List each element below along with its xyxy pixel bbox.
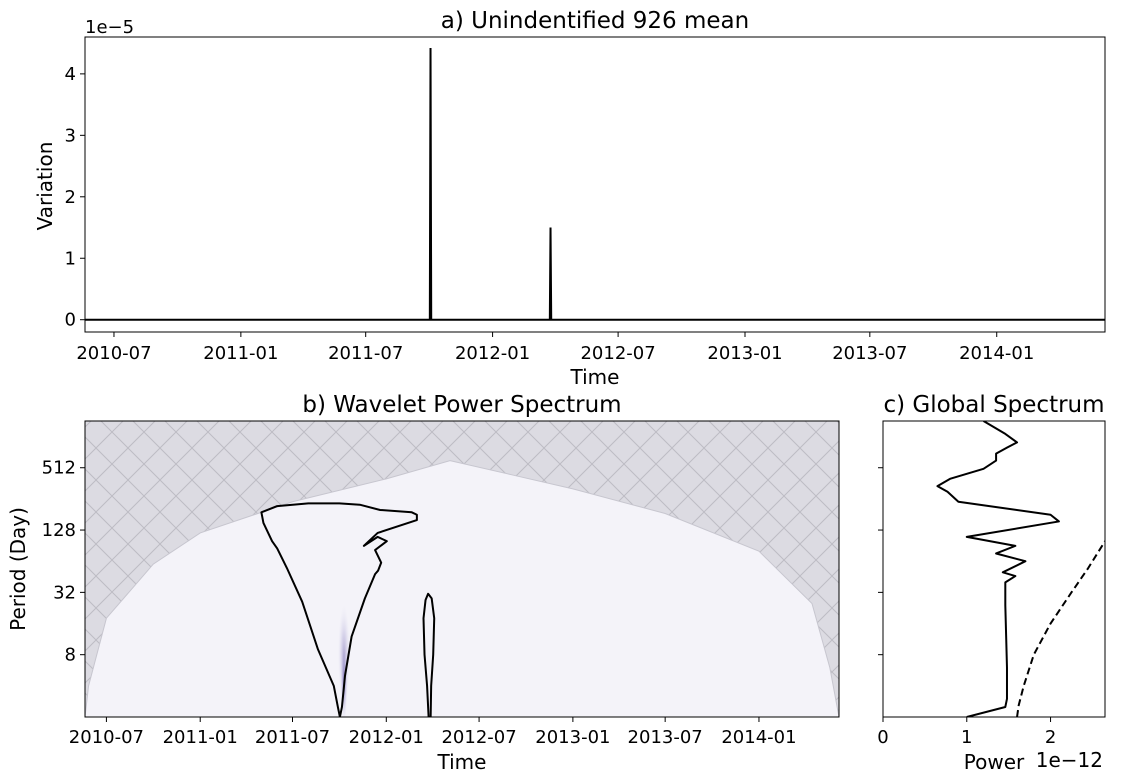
- panel-a-x-ticks: 2010-07 2011-01 2011-07 2012-01 2012-07 2013-…: [76, 332, 1034, 364]
- panel-b-title: b) Wavelet Power Spectrum: [302, 392, 621, 418]
- x-tick-label: 2: [1045, 727, 1056, 748]
- panel-b-y-label: Period (Day): [6, 507, 30, 631]
- panel-a-y-label: Variation: [33, 142, 57, 231]
- panel-b-x-ticks: 2010-07 2011-01 2011-07 2012-01 2012-07 2013-…: [69, 717, 797, 748]
- panel-a: a) Unindentified 926 mean 1e−5 2010-07 20…: [33, 8, 1106, 389]
- x-tick-label: 2010-07: [69, 727, 144, 748]
- panel-a-plot: [85, 48, 1105, 321]
- panel-c-offset-text: 1e−12: [1036, 748, 1103, 772]
- panel-c-frame: [882, 420, 1106, 718]
- panel-c-x-label: Power: [964, 750, 1025, 774]
- panel-a-series-line: [85, 48, 1105, 321]
- panel-b: b) Wavelet Power Spectrum 2010-07 2011-01…: [6, 392, 840, 774]
- significance-contour: [422, 592, 436, 717]
- y-tick-label: 128: [42, 520, 76, 541]
- x-tick-label: 2014-01: [721, 727, 796, 748]
- panel-c-y-ticks: [878, 467, 883, 656]
- x-tick-label: 1: [961, 727, 972, 748]
- panel-c: c) Global Spectrum 0 1 2 Power 1e−12: [877, 392, 1106, 774]
- panel-b-x-label: Time: [437, 750, 487, 774]
- panel-c-title: c) Global Spectrum: [883, 392, 1104, 418]
- x-tick-label: 2013-07: [628, 727, 703, 748]
- y-tick-label: 4: [65, 64, 76, 85]
- x-tick-label: 2013-01: [535, 727, 610, 748]
- x-tick-label: 2012-01: [455, 343, 530, 364]
- panel-b-y-ticks: 8 32 128 512: [42, 458, 85, 666]
- cone-of-influence: [85, 460, 839, 717]
- significance-curve: [1016, 540, 1105, 717]
- y-tick-label: 1: [65, 248, 76, 269]
- panel-b-plot: [85, 421, 839, 717]
- x-tick-label: 2011-01: [163, 727, 238, 748]
- panel-a-frame: [84, 36, 1106, 333]
- x-tick-label: 2013-01: [707, 343, 782, 364]
- significance-contour: [260, 502, 418, 717]
- y-tick-label: 2: [65, 187, 76, 208]
- x-tick-label: 0: [877, 727, 888, 748]
- y-tick-label: 3: [65, 125, 76, 146]
- x-tick-label: 2010-07: [76, 343, 151, 364]
- x-tick-label: 2012-01: [349, 727, 424, 748]
- global-spectrum-line: [936, 421, 1060, 717]
- panel-c-plot: [936, 421, 1105, 717]
- panel-a-y-ticks: 0 1 2 3 4: [65, 64, 85, 331]
- y-tick-label: 8: [65, 645, 76, 666]
- y-tick-label: 512: [42, 458, 76, 479]
- x-tick-label: 2011-07: [255, 727, 330, 748]
- y-tick-label: 32: [53, 582, 76, 603]
- panel-b-frame: [84, 420, 840, 718]
- panel-a-x-label: Time: [570, 365, 620, 389]
- panel-a-offset-text: 1e−5: [85, 17, 134, 38]
- panel-a-title: a) Unindentified 926 mean: [441, 8, 749, 34]
- y-tick-label: 0: [65, 310, 76, 331]
- x-tick-label: 2011-07: [328, 343, 403, 364]
- x-tick-label: 2013-07: [832, 343, 907, 364]
- x-tick-label: 2014-01: [959, 343, 1034, 364]
- x-tick-label: 2012-07: [441, 727, 516, 748]
- x-tick-label: 2011-01: [203, 343, 278, 364]
- x-tick-label: 2012-07: [580, 343, 655, 364]
- significance-contours: [260, 502, 436, 717]
- panel-c-x-ticks: 0 1 2: [877, 717, 1056, 748]
